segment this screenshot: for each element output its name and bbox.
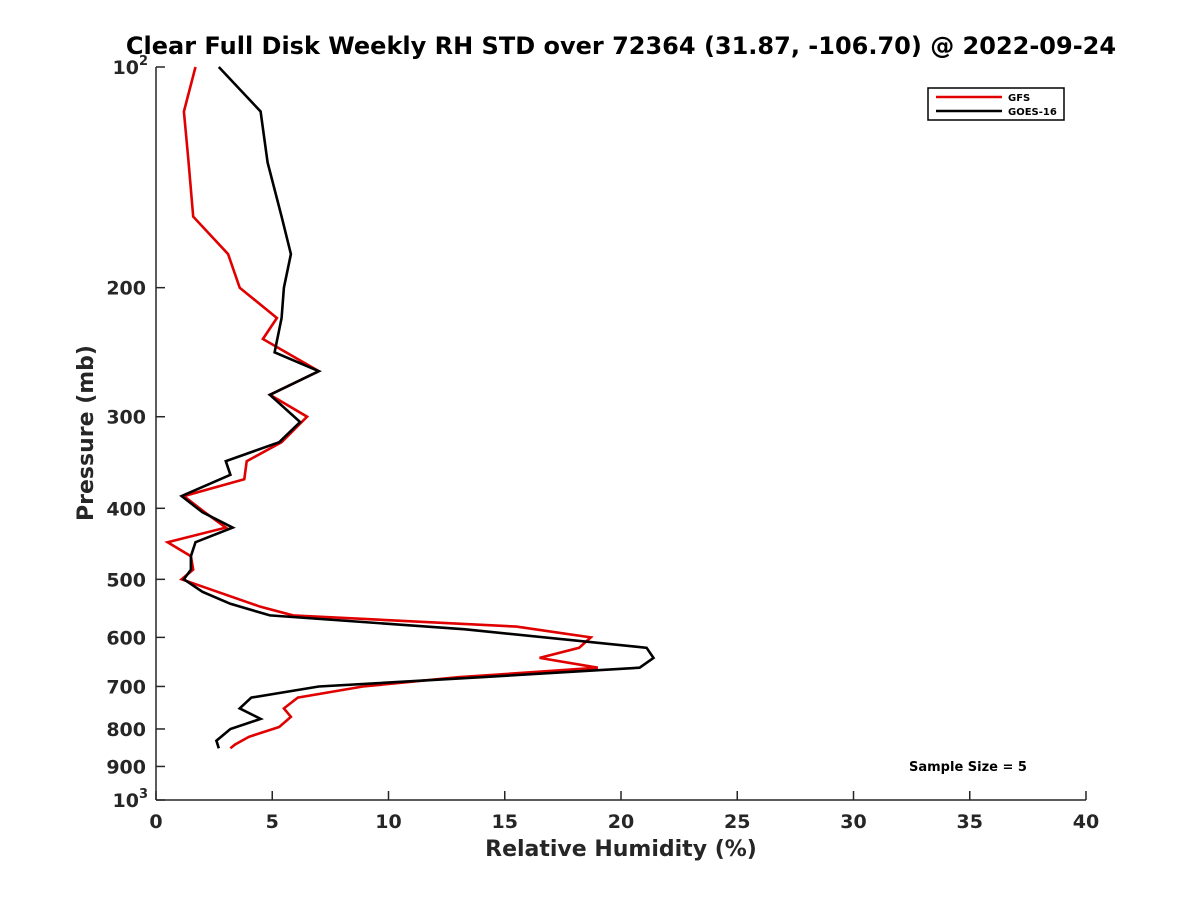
y-tick-label-8: 900: [106, 756, 146, 778]
y-tick-label-5: 600: [106, 627, 146, 649]
y-tick-label-2: 300: [106, 407, 146, 429]
x-tick-label-7: 35: [957, 811, 983, 833]
y-tick-exponent-0: 2: [139, 54, 148, 69]
x-tick-label-0: 0: [149, 811, 162, 833]
x-axis-label: Relative Humidity (%): [485, 837, 757, 862]
x-tick-label-4: 20: [608, 811, 634, 833]
x-tick-label-8: 40: [1073, 811, 1099, 833]
legend-label-gfs: GFS: [1008, 93, 1030, 104]
series-group: [164, 66, 656, 750]
y-tick-base-9: 10: [113, 790, 139, 812]
y-tick-label-6: 700: [106, 676, 146, 698]
x-tick-label-6: 30: [840, 811, 866, 833]
series-line-goes-16: [179, 66, 656, 749]
x-tick-label-1: 5: [266, 811, 279, 833]
legend-label-goes-16: GOES-16: [1008, 107, 1057, 118]
y-axis-label: Pressure (mb): [74, 345, 99, 521]
x-tick-label-5: 25: [724, 811, 750, 833]
y-tick-label-9: 103: [113, 787, 149, 812]
plot-area: [156, 67, 1086, 800]
y-tick-exponent-9: 3: [139, 787, 148, 802]
y-tick-label-3: 400: [106, 498, 146, 520]
legend-box: [927, 87, 1065, 121]
x-tick-label-3: 15: [492, 811, 518, 833]
y-tick-label-1: 200: [106, 278, 146, 300]
y-tick-label-0: 102: [113, 54, 149, 79]
x-tick-label-2: 10: [375, 811, 401, 833]
chart-title: Clear Full Disk Weekly RH STD over 72364…: [126, 32, 1116, 60]
legend: GFS GOES-16: [927, 87, 1065, 121]
y-tick-base-0: 10: [113, 57, 139, 79]
x-axis-ticks: 0 5 10 15 20 25 30 35 40: [149, 791, 1099, 833]
y-tick-label-4: 500: [106, 569, 146, 591]
sample-size-annotation: Sample Size = 5: [909, 760, 1027, 775]
y-tick-label-7: 800: [106, 719, 146, 741]
